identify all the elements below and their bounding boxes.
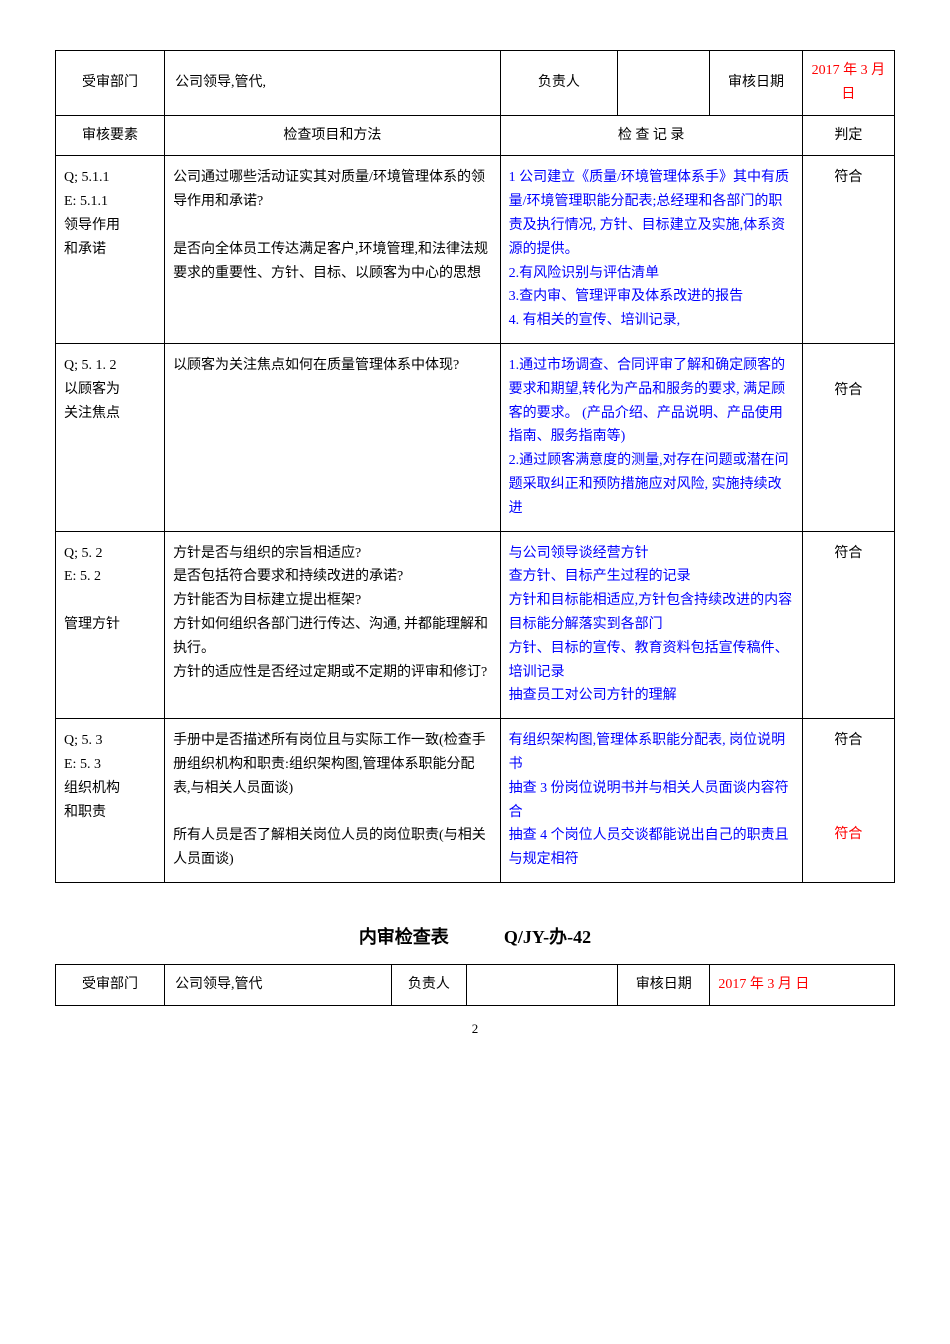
section-title: 内审检查表 Q/JY-办-42	[55, 923, 895, 949]
table-row: Q; 5. 1. 2 以顾客为 关注焦点 以顾客为关注焦点如何在质量管理体系中体…	[56, 343, 895, 531]
check-cell: 手册中是否描述所有岗位且与实际工作一致(检查手册组织机构和职责:组织架构图,管理…	[165, 719, 501, 883]
record-cell: 与公司领导谈经营方针 查方针、目标产生过程的记录 方针和目标能相适应,方针包含持…	[500, 531, 802, 719]
element-cell: Q; 5. 2 E: 5. 2 管理方针	[56, 531, 165, 719]
dept-value: 公司领导,管代,	[165, 51, 501, 116]
header-row-1: 受审部门 公司领导,管代, 负责人 审核日期 2017 年 3 月 日	[56, 51, 895, 116]
table-row: Q; 5.1.1 E: 5.1.1 领导作用 和承诺 公司通过哪些活动证实其对质…	[56, 156, 895, 344]
table-row: Q; 5. 3 E: 5. 3 组织机构 和职责 手册中是否描述所有岗位且与实际…	[56, 719, 895, 883]
judge-cell: 符合	[802, 343, 894, 531]
element-cell: Q; 5.1.1 E: 5.1.1 领导作用 和承诺	[56, 156, 165, 344]
record-label: 检 查 记 录	[500, 115, 802, 156]
audit-table-2: 受审部门 公司领导,管代 负责人 审核日期 2017 年 3 月 日	[55, 964, 895, 1006]
element-cell: Q; 5. 3 E: 5. 3 组织机构 和职责	[56, 719, 165, 883]
check-label: 检查项目和方法	[165, 115, 501, 156]
judge-cell: 符合	[802, 531, 894, 719]
date-label: 审核日期	[710, 51, 802, 116]
check-cell: 方针是否与组织的宗旨相适应? 是否包括符合要求和持续改进的承诺? 方针能否为目标…	[165, 531, 501, 719]
check-cell: 以顾客为关注焦点如何在质量管理体系中体现?	[165, 343, 501, 531]
record-cell: 1 公司建立《质量/环境管理体系手》其中有质量/环境管理职能分配表;总经理和各部…	[500, 156, 802, 344]
date-value: 2017 年 3 月 日	[802, 51, 894, 116]
resp-value	[618, 51, 710, 116]
element-cell: Q; 5. 1. 2 以顾客为 关注焦点	[56, 343, 165, 531]
date-value: 2017 年 3 月 日	[710, 964, 895, 1005]
element-label: 审核要素	[56, 115, 165, 156]
judge-cell: 符合	[802, 156, 894, 344]
resp-label: 负责人	[500, 51, 617, 116]
doc-code: Q/JY-办-42	[504, 927, 591, 947]
dept-value: 公司领导,管代	[165, 964, 392, 1005]
section-title-label: 内审检查表	[359, 927, 449, 947]
table-row: Q; 5. 2 E: 5. 2 管理方针 方针是否与组织的宗旨相适应? 是否包括…	[56, 531, 895, 719]
record-cell: 有组织架构图,管理体系职能分配表, 岗位说明书 抽查 3 份岗位说明书并与相关人…	[500, 719, 802, 883]
judge-label: 判定	[802, 115, 894, 156]
dept-label: 受审部门	[56, 51, 165, 116]
judge-cell-split: 符合 符合	[802, 719, 894, 883]
resp-label: 负责人	[391, 964, 467, 1005]
page-number: 2	[55, 1021, 895, 1037]
record-cell: 1.通过市场调查、合同评审了解和确定顾客的要求和期望,转化为产品和服务的要求, …	[500, 343, 802, 531]
date-label: 审核日期	[618, 964, 710, 1005]
audit-table-1: 受审部门 公司领导,管代, 负责人 审核日期 2017 年 3 月 日 审核要素…	[55, 50, 895, 883]
resp-value	[467, 964, 618, 1005]
check-cell: 公司通过哪些活动证实其对质量/环境管理体系的领导作用和承诺? 是否向全体员工传达…	[165, 156, 501, 344]
header-row-2: 审核要素 检查项目和方法 检 查 记 录 判定	[56, 115, 895, 156]
dept-label: 受审部门	[56, 964, 165, 1005]
header-row-1: 受审部门 公司领导,管代 负责人 审核日期 2017 年 3 月 日	[56, 964, 895, 1005]
